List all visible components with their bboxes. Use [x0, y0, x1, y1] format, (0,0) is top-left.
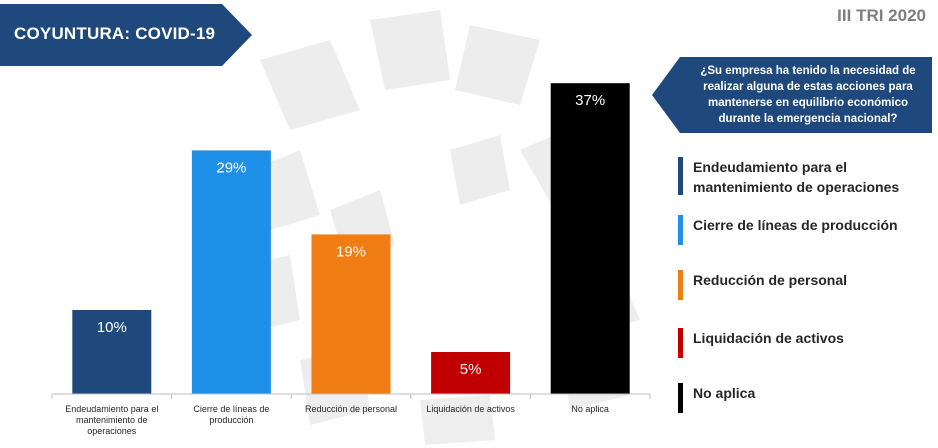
category-label: Cierre de líneas de producción — [193, 404, 269, 425]
legend-swatch — [678, 383, 683, 413]
period-label: III TRI 2020 — [837, 6, 926, 25]
category-label: Endeudamiento para el mantenimiento de ope… — [65, 404, 158, 436]
legend-item: Liquidación de activos — [678, 328, 936, 358]
legend-label: Liquidación de activos — [693, 330, 844, 346]
legend-swatch — [678, 157, 683, 195]
legend-item: Cierre de líneas de producción — [678, 215, 936, 245]
survey-question-text: ¿Su empresa ha tenido la necesidad de re… — [700, 65, 916, 125]
legend-label: Reducción de personal — [693, 272, 848, 288]
legend-label: No aplica — [693, 385, 756, 401]
bar-value-label: 5% — [460, 361, 482, 378]
bar-value-label: 10% — [97, 319, 127, 336]
category-label: Liquidación de activos — [426, 404, 515, 414]
category-label: No aplica — [571, 404, 609, 414]
legend-swatch — [678, 215, 683, 245]
bar-4 — [431, 352, 511, 394]
bar-1 — [72, 310, 152, 394]
bar-2 — [191, 150, 271, 394]
legend-swatch — [678, 270, 683, 300]
survey-question-box: ¿Su empresa ha tenido la necesidad de re… — [652, 57, 932, 133]
legend-item: Reducción de personal — [678, 270, 936, 300]
category-label: Reducción de personal — [305, 404, 397, 414]
topic-title: COYUNTURA: COVID-19 — [14, 24, 216, 43]
bar-5 — [550, 83, 630, 394]
legend-label: Endeudamiento para el mantenimiento de o… — [693, 159, 900, 195]
topic-banner: COYUNTURA: COVID-19 — [0, 4, 252, 66]
legend-item: Endeudamiento para el mantenimiento de o… — [678, 157, 936, 197]
bar-value-label: 19% — [336, 243, 366, 260]
bar-value-label: 37% — [575, 92, 605, 109]
legend-label: Cierre de líneas de producción — [693, 217, 898, 233]
legend-swatch — [678, 328, 683, 358]
bar-3 — [311, 234, 391, 394]
legend-item: No aplica — [678, 383, 936, 413]
bar-value-label: 29% — [216, 159, 246, 176]
